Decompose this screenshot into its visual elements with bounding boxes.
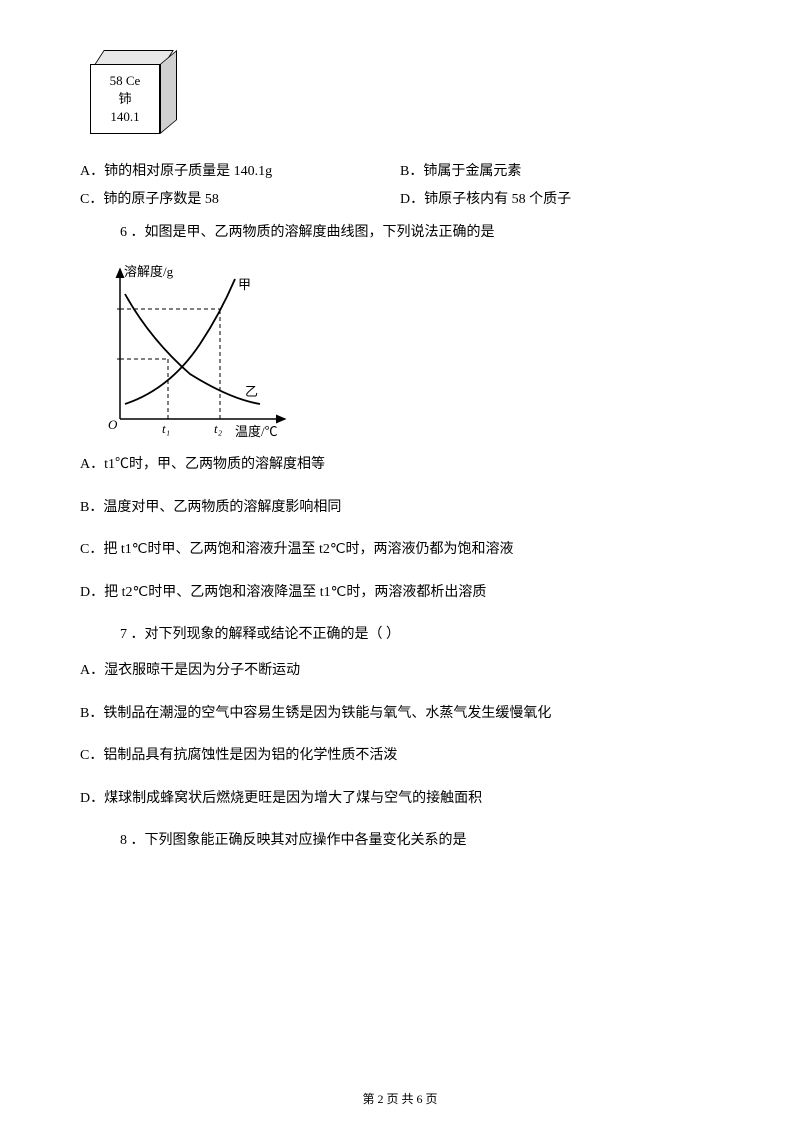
y-axis-label: 溶解度/g <box>124 261 173 280</box>
q5-option-c: C．铈的原子序数是 58 <box>80 188 400 208</box>
q7-option-c: C．铝制品具有抗腐蚀性是因为铝的化学性质不活泼 <box>80 745 720 767</box>
q7-option-d: D．煤球制成蜂窝状后燃烧更旺是因为增大了煤与空气的接触面积 <box>80 788 720 810</box>
q7-option-b: B．铁制品在潮湿的空气中容易生锈是因为铁能与氧气、水蒸气发生缓慢氧化 <box>80 703 720 725</box>
q5-option-a: A．铈的相对原子质量是 140.1g <box>80 160 400 180</box>
curve-yi <box>125 294 260 404</box>
element-cube: 58 Ce 铈 140.1 <box>90 50 720 140</box>
curve-yi-label: 乙 <box>245 381 258 400</box>
solubility-chart: 溶解度/g 甲 乙 O t₁ t₂ 温度/℃ <box>90 259 720 439</box>
page-footer: 第 2 页 共 6 页 <box>0 1090 800 1107</box>
x-axis-label: 温度/℃ <box>235 421 278 440</box>
q8-text: 8 ．下列图象能正确反映其对应操作中各量变化关系的是 <box>120 830 720 852</box>
curve-jia-label: 甲 <box>238 274 251 293</box>
q7-option-a: A．湿衣服晾干是因为分子不断运动 <box>80 660 720 682</box>
chart-svg <box>90 259 300 439</box>
q6-text: 6 ．如图是甲、乙两物质的溶解度曲线图，下列说法正确的是 <box>120 222 720 244</box>
q5-options-row1: A．铈的相对原子质量是 140.1g B．铈属于金属元素 <box>80 160 720 180</box>
q6-option-a: A．t1℃时，甲、乙两物质的溶解度相等 <box>80 454 720 476</box>
cube-line1: 58 Ce <box>110 72 141 90</box>
q6-option-c: C．把 t1℃时甲、乙两饱和溶液升温至 t2℃时，两溶液仍都为饱和溶液 <box>80 539 720 561</box>
curve-jia <box>125 279 235 404</box>
q5-options-row2: C．铈的原子序数是 58 D．铈原子核内有 58 个质子 <box>80 188 720 208</box>
cube-line2: 铈 <box>118 90 131 108</box>
origin-label: O <box>108 417 117 433</box>
cube-side-face <box>160 50 177 134</box>
q7-text: 7 ．对下列现象的解释或结论不正确的是（ ） <box>120 624 720 646</box>
cube-line3: 140.1 <box>110 108 139 126</box>
t1-label: t₁ <box>162 421 170 437</box>
cube-front-face: 58 Ce 铈 140.1 <box>90 64 160 134</box>
q6-option-d: D．把 t2℃时甲、乙两饱和溶液降温至 t1℃时，两溶液都析出溶质 <box>80 582 720 604</box>
t2-label: t₂ <box>214 421 222 437</box>
q5-option-b: B．铈属于金属元素 <box>400 160 720 180</box>
q5-option-d: D．铈原子核内有 58 个质子 <box>400 188 720 208</box>
q6-option-b: B．温度对甲、乙两物质的溶解度影响相同 <box>80 497 720 519</box>
